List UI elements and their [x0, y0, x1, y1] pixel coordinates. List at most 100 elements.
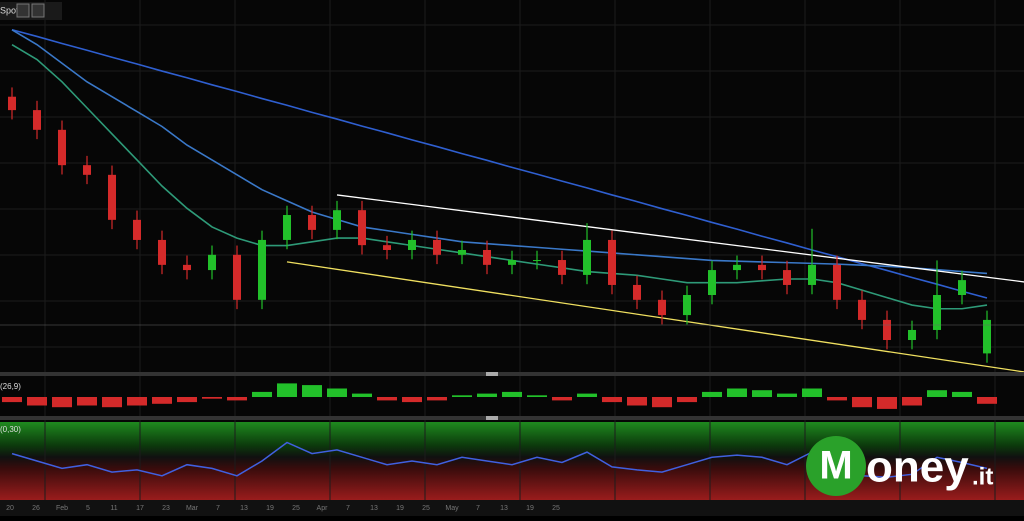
logo: M oney .it [806, 436, 993, 496]
macd-bar [702, 391, 722, 397]
macd-bar [477, 393, 497, 397]
macd-bar [852, 397, 872, 408]
candle-body [83, 165, 91, 175]
macd-bar [252, 391, 272, 397]
moving-average [11, 29, 988, 275]
macd-bar [127, 397, 147, 406]
candle-body [733, 264, 741, 271]
macd-bar [77, 397, 97, 406]
candle-body [8, 96, 16, 111]
macd-bar [627, 397, 647, 406]
resize-handle[interactable] [486, 416, 498, 420]
x-tick-label: 11 [110, 505, 117, 512]
x-tick-label: 20 [6, 505, 14, 512]
candle-body [783, 270, 791, 285]
macd-bar [202, 397, 222, 399]
x-tick-label: 19 [266, 505, 274, 512]
candle-body [183, 264, 191, 271]
logo-circle [806, 436, 866, 496]
candle-body [308, 215, 316, 230]
trendline [336, 194, 1024, 283]
candle-body [808, 264, 816, 285]
logo-suffix: .it [972, 463, 993, 490]
candle-body [658, 299, 666, 316]
x-tick-label: 7 [216, 505, 220, 512]
macd-bar [452, 395, 472, 397]
macd-bar [402, 397, 422, 403]
candle-body [933, 294, 941, 330]
candle-body [358, 210, 366, 246]
x-tick-label: 19 [526, 505, 534, 512]
candle-body [758, 264, 766, 271]
macd-bar [977, 397, 997, 404]
candle-body [433, 239, 441, 255]
macd-bar [352, 393, 372, 397]
resize-handle[interactable] [486, 372, 498, 376]
candle-body [333, 210, 341, 230]
macd-bar [177, 397, 197, 403]
macd-bar [327, 388, 347, 397]
macd-bar [802, 388, 822, 397]
x-tick-label: Feb [56, 505, 68, 512]
x-tick-label: 25 [422, 505, 430, 512]
expand-button[interactable] [31, 3, 45, 18]
macd-bar [577, 393, 597, 397]
x-tick-label: 5 [86, 505, 90, 512]
x-tick-label: 17 [136, 505, 144, 512]
candle-body [408, 239, 416, 250]
macd-bar [927, 390, 947, 397]
candle-body [558, 260, 566, 275]
candle-body [708, 270, 716, 295]
candle-body [33, 110, 41, 130]
candle-body [283, 215, 291, 240]
candle-body [633, 284, 641, 300]
candle-body [258, 239, 266, 300]
candle-body [508, 260, 516, 265]
macd-bar [302, 385, 322, 397]
candle-body [383, 245, 391, 250]
candle-body [208, 254, 216, 271]
legend-text: Spot [0, 5, 19, 15]
moving-average [11, 28, 988, 299]
macd-bar [152, 397, 172, 404]
candle-body [233, 254, 241, 300]
x-tick-label: 7 [476, 505, 480, 512]
macd-bar [102, 397, 122, 408]
candle-body [483, 249, 491, 265]
x-tick-label: 25 [292, 505, 300, 512]
macd-bar [827, 397, 847, 401]
x-tick-label: 26 [32, 505, 40, 512]
candle-body [983, 319, 991, 354]
x-tick-label: 7 [346, 505, 350, 512]
candle-body [58, 129, 66, 166]
macd-bar [752, 390, 772, 397]
candle-body [158, 239, 166, 265]
macd-bar [777, 393, 797, 397]
x-tick-label: 19 [396, 505, 404, 512]
macd-bar [652, 397, 672, 408]
logo-initial: M [819, 444, 852, 488]
rsi-label: (0,30) [0, 425, 21, 434]
macd-bar [27, 397, 47, 406]
logo-name: oney [866, 443, 969, 492]
macd-bar [602, 397, 622, 403]
candle-body [958, 280, 966, 295]
x-tick-label: 13 [240, 505, 248, 512]
candle-body [858, 299, 866, 320]
macd-bar [727, 388, 747, 397]
candle-body [458, 249, 466, 255]
refresh-button[interactable] [16, 3, 30, 18]
macd-bar [527, 395, 547, 397]
candle-body [883, 319, 891, 341]
x-tick-label: 25 [552, 505, 560, 512]
trendline [286, 261, 1024, 373]
macd-bar [902, 397, 922, 406]
candle-body [583, 239, 591, 275]
candle-body [608, 239, 616, 285]
macd-label: (26,9) [0, 382, 21, 391]
macd-bar [277, 383, 297, 397]
moving-average [11, 43, 988, 310]
candle-body [683, 294, 691, 316]
x-tick-label: 13 [370, 505, 378, 512]
